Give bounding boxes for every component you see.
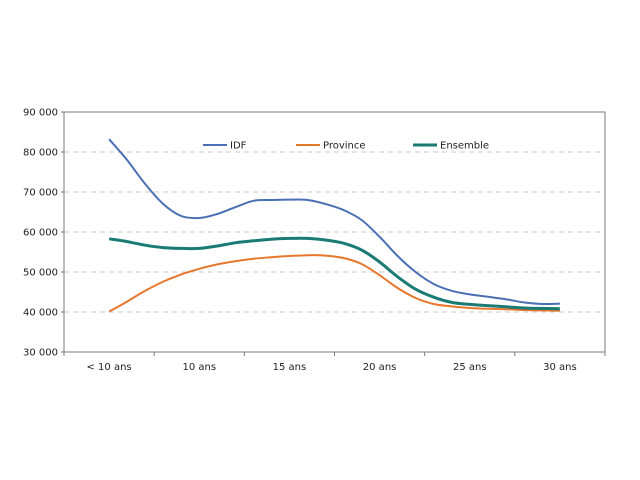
x-tick-label: 15 ans [273,362,307,373]
x-axis: < 10 ans 10 ans 15 ans 20 ans 25 ans 30 ans [63,352,606,373]
series-line-idf [108,138,560,306]
x-tick-label: 10 ans [182,362,216,373]
y-tick-label: 50 000 [23,268,58,279]
y-tick-label: 40 000 [23,308,58,319]
y-tick-label: 80 000 [23,148,58,159]
y-tick-label: 60 000 [23,228,58,239]
legend-item-province: Province [296,141,366,152]
legend-label-province: Province [323,141,366,152]
x-tick-label: 30 ans [543,362,577,373]
series-line-ensemble [108,236,560,311]
y-tick-label: 30 000 [23,348,58,359]
series-line-province [108,254,560,313]
x-tick-label: 25 ans [453,362,487,373]
gridlines [64,151,605,313]
y-axis: 30 000 40 000 50 000 60 000 70 000 80 000 90 0… [23,108,64,359]
y-tick-label: 90 000 [23,108,58,119]
y-tick-label: 70 000 [23,188,58,199]
x-tick-label: 20 ans [363,362,397,373]
legend-item-idf: IDF [203,141,247,152]
legend-item-ensemble: Ensemble [413,141,489,152]
legend-label-idf: IDF [230,141,247,152]
x-tick-label: < 10 ans [87,362,132,373]
series-lines [108,138,560,313]
legend-label-ensemble: Ensemble [440,141,489,152]
legend: IDF Province Ensemble [203,141,489,152]
